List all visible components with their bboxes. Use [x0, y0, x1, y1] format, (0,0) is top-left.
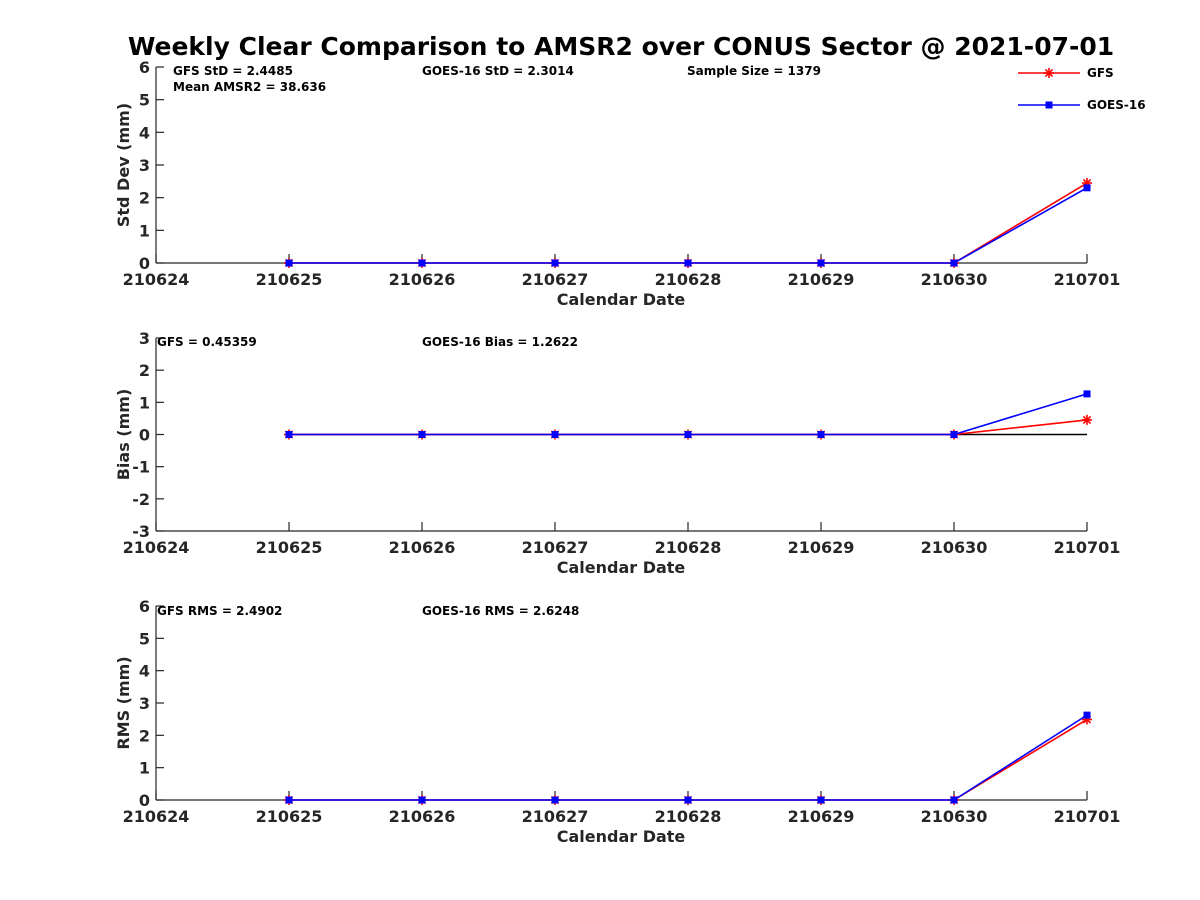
annotation: GFS StD = 2.4485: [173, 64, 293, 78]
y-tick-label: 0: [139, 791, 150, 810]
data-point-goes-16: [285, 796, 293, 804]
chart-title: Weekly Clear Comparison to AMSR2 over CO…: [128, 32, 1114, 61]
data-point-goes-16: [551, 259, 559, 267]
y-tick-label: 6: [139, 58, 150, 77]
annotation: GOES-16 RMS = 2.6248: [422, 604, 579, 618]
y-axis-label: RMS (mm): [114, 656, 133, 749]
x-tick-label: 210701: [1054, 807, 1121, 826]
data-point-goes-16: [418, 259, 426, 267]
x-axis-label: Calendar Date: [557, 827, 686, 846]
data-point-goes-16: [285, 259, 293, 267]
annotation: GOES-16 StD = 2.3014: [422, 64, 574, 78]
y-axis-label: Std Dev (mm): [114, 103, 133, 227]
annotation: Mean AMSR2 = 38.636: [173, 80, 326, 94]
data-point-goes-16: [950, 796, 958, 804]
y-tick-label: 2: [139, 361, 150, 380]
x-tick-label: 210629: [788, 270, 855, 289]
panel-1: 0 1 2 3 4 5 6 210624 210625 210626 210627 210628 210…: [114, 58, 1120, 309]
legend-entry-gfs: GFS: [1018, 66, 1114, 80]
data-point-goes-16: [817, 431, 825, 438]
data-point-goes-16: [684, 431, 692, 438]
legend-label: GFS: [1087, 66, 1114, 80]
data-point-goes-16: [418, 796, 426, 804]
data-point-goes-16: [817, 259, 825, 267]
annotation: Sample Size = 1379: [687, 64, 821, 78]
data-point-goes-16: [551, 796, 559, 804]
x-tick-label: 210629: [788, 538, 855, 557]
x-tick-label: 210629: [788, 807, 855, 826]
y-tick-label: 4: [139, 123, 150, 142]
x-axis-label: Calendar Date: [557, 558, 686, 577]
panel-3: 0 1 2 3 4 5 6 210624 210625 210626 210627 210628 210…: [114, 597, 1120, 846]
y-tick-label: 0: [139, 426, 150, 445]
annotation: GFS = 0.45359: [157, 335, 257, 349]
series-line-gfs: [289, 182, 1088, 264]
data-point-goes-16: [285, 431, 293, 438]
data-point-goes-16: [684, 259, 692, 267]
data-point-gfs: [1082, 414, 1092, 425]
y-tick-label: 6: [139, 597, 150, 616]
annotation: GOES-16 Bias = 1.2622: [422, 335, 578, 349]
data-point-goes-16: [1083, 711, 1091, 719]
x-tick-label: 210628: [655, 807, 722, 826]
x-tick-label: 210626: [389, 807, 456, 826]
y-tick-label: 1: [139, 759, 150, 778]
y-tick-label: 0: [139, 254, 150, 273]
legend: GFS GOES-16: [1018, 66, 1146, 112]
legend-marker: [1045, 101, 1053, 109]
x-tick-label: 210625: [256, 538, 323, 557]
data-point-goes-16: [950, 259, 958, 267]
x-tick-label: 210625: [256, 270, 323, 289]
series-line-goes-16: [289, 714, 1088, 801]
data-point-goes-16: [684, 796, 692, 804]
legend-entry-goes-16: GOES-16: [1018, 98, 1146, 112]
x-tick-label: 210627: [522, 270, 589, 289]
y-axis-label: Bias (mm): [114, 389, 133, 481]
x-tick-label: 210701: [1054, 270, 1121, 289]
x-tick-label: 210630: [921, 538, 988, 557]
x-tick-label: 210630: [921, 270, 988, 289]
series-line-goes-16: [289, 187, 1088, 264]
x-tick-label: 210630: [921, 807, 988, 826]
y-tick-label: 3: [139, 156, 150, 175]
x-tick-label: 210701: [1054, 538, 1121, 557]
y-tick-label: 4: [139, 662, 150, 681]
x-axis-label: Calendar Date: [557, 290, 686, 309]
x-tick-label: 210626: [389, 538, 456, 557]
x-tick-label: 210628: [655, 270, 722, 289]
x-tick-label: 210626: [389, 270, 456, 289]
y-tick-label: -3: [132, 522, 150, 541]
y-tick-label: 2: [139, 726, 150, 745]
x-tick-label: 210624: [123, 538, 190, 557]
x-tick-label: 210628: [655, 538, 722, 557]
x-tick-label: 210627: [522, 807, 589, 826]
data-point-goes-16: [817, 796, 825, 804]
data-point-goes-16: [950, 431, 958, 438]
x-tick-label: 210627: [522, 538, 589, 557]
data-point-goes-16: [551, 431, 559, 438]
legend-marker: [1044, 68, 1054, 78]
panel-2: -3 -2 -1 0 1 2 3 210624 210625 210626 210627 210628…: [114, 329, 1120, 577]
y-tick-label: 5: [139, 91, 150, 110]
y-tick-label: -2: [132, 490, 150, 509]
y-tick-label: 5: [139, 629, 150, 648]
series-line-goes-16: [289, 393, 1088, 436]
series-line-gfs: [289, 718, 1088, 801]
x-tick-label: 210624: [123, 807, 190, 826]
data-point-goes-16: [418, 431, 426, 438]
annotation: GFS RMS = 2.4902: [157, 604, 282, 618]
legend-label: GOES-16: [1087, 98, 1146, 112]
y-tick-label: 2: [139, 189, 150, 208]
data-point-goes-16: [1083, 184, 1091, 192]
data-point-goes-16: [1083, 390, 1091, 398]
y-tick-label: 1: [139, 393, 150, 412]
y-tick-label: 3: [139, 694, 150, 713]
y-tick-label: 1: [139, 221, 150, 240]
y-tick-label: 3: [139, 329, 150, 348]
y-tick-label: -1: [132, 458, 150, 477]
x-tick-label: 210625: [256, 807, 323, 826]
x-tick-label: 210624: [123, 270, 190, 289]
